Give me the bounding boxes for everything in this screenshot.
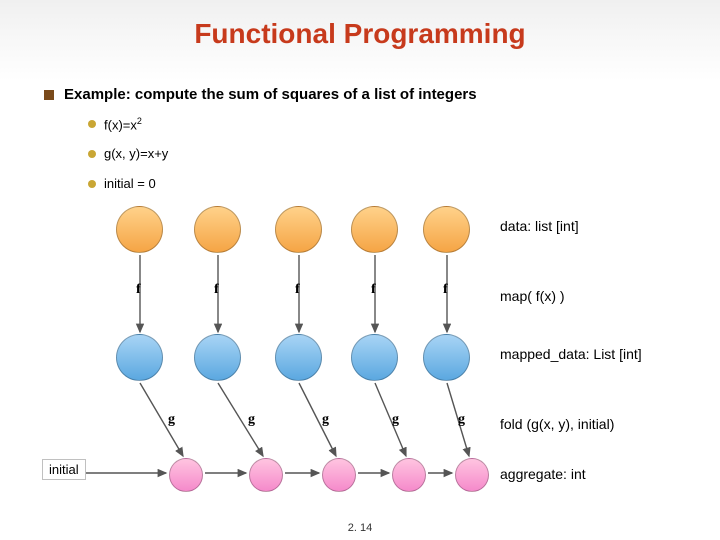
- g-label: g: [322, 412, 329, 428]
- dot-bullet-icon: [88, 150, 96, 158]
- g-label: g: [458, 412, 465, 428]
- square-bullet-icon: [44, 90, 54, 100]
- orange-node: [423, 206, 470, 253]
- blue-node: [116, 334, 163, 381]
- g-label: g: [392, 412, 399, 428]
- annotation-data: data: list [int]: [500, 218, 579, 234]
- f-label: f: [295, 282, 300, 298]
- orange-node: [275, 206, 322, 253]
- page-number: 2. 14: [348, 522, 372, 534]
- annotation-mapped: mapped_data: List [int]: [500, 346, 642, 362]
- annotation-aggregate: aggregate: int: [500, 466, 586, 482]
- pink-node: [249, 458, 283, 492]
- blue-node: [351, 334, 398, 381]
- pink-node: [322, 458, 356, 492]
- initial-box: initial: [42, 459, 86, 480]
- sub-bullet-2-text: g(x, y)=x+y: [104, 146, 168, 161]
- dot-bullet-icon: [88, 120, 96, 128]
- sub-bullet-3: initial = 0: [88, 176, 156, 191]
- f-label: f: [214, 282, 219, 298]
- page-title: Functional Programming: [0, 0, 720, 50]
- sub-bullet-2: g(x, y)=x+y: [88, 146, 168, 161]
- blue-node: [194, 334, 241, 381]
- annotation-fold: fold (g(x, y), initial): [500, 416, 614, 432]
- sub-bullet-3-text: initial = 0: [104, 176, 156, 191]
- pink-node: [169, 458, 203, 492]
- f-label: f: [443, 282, 448, 298]
- title-text: Functional Programming: [194, 18, 525, 49]
- g-label: g: [248, 412, 255, 428]
- sub-bullet-1-text: f(x)=x2: [104, 116, 142, 132]
- main-bullet-text: Example: compute the sum of squares of a…: [64, 86, 477, 103]
- pink-node: [455, 458, 489, 492]
- blue-node: [275, 334, 322, 381]
- sub-bullet-1: f(x)=x2: [88, 116, 142, 132]
- annotation-map: map( f(x) ): [500, 288, 565, 304]
- f-label: f: [136, 282, 141, 298]
- main-bullet: Example: compute the sum of squares of a…: [44, 86, 477, 103]
- f-label: f: [371, 282, 376, 298]
- dot-bullet-icon: [88, 180, 96, 188]
- orange-node: [116, 206, 163, 253]
- orange-node: [194, 206, 241, 253]
- orange-node: [351, 206, 398, 253]
- blue-node: [423, 334, 470, 381]
- pink-node: [392, 458, 426, 492]
- g-label: g: [168, 412, 175, 428]
- diagram-area: initial fffffggggg: [70, 206, 490, 486]
